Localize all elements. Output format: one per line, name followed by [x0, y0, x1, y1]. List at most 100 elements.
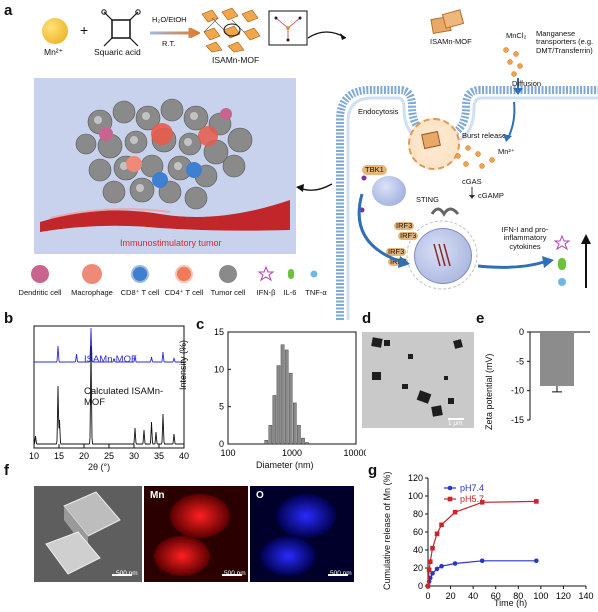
isamn-mof-lattice [201, 7, 261, 53]
cgamp-label: cGAMP [478, 191, 504, 200]
release-point [479, 500, 485, 505]
eds-mn-signal [144, 486, 248, 582]
mn-ions-diffusing [503, 47, 523, 95]
panel-label-g: g [368, 462, 378, 479]
mof-unit-inset [268, 10, 308, 46]
zeta-bar [540, 332, 574, 386]
rt-label: R.T. [162, 39, 176, 48]
release-point [426, 567, 432, 573]
xrd-xtick-label: 15 [54, 451, 64, 461]
release-series-line [427, 560, 537, 587]
dls-ytick-label: 15 [214, 327, 224, 337]
endocytosis-label: Endocytosis [358, 107, 399, 116]
xrd-label-measured: ISAMn-MOF [84, 354, 137, 365]
release-xtick-label: 20 [446, 591, 456, 601]
zeta-chart: 0 -5 -10 -15 [511, 327, 590, 425]
xrd-series-measured [34, 327, 184, 363]
release-point [479, 558, 485, 564]
panel-label-d: d [362, 310, 372, 327]
curved-arrow-to-cell [307, 31, 347, 40]
legend-il6: IL-6 [283, 288, 297, 297]
xrd-xlabel: 2θ (°) [88, 462, 111, 472]
xrd-xtick-label: 10 [29, 451, 39, 461]
release-ytick-label: 80 [413, 509, 423, 519]
irf3-label-1: IRF3 [394, 221, 415, 231]
release-legend-label: pH5.7 [460, 494, 484, 504]
mn-ion-label: Mn²⁺ [44, 47, 64, 57]
zeta-ytick-label: -5 [516, 356, 524, 366]
xrd-xtick-label: 25 [104, 451, 114, 461]
release-xtick-label: 100 [533, 591, 548, 601]
release-xlabel: Time (h) [494, 598, 528, 608]
tem-scale-label: 1 μm [448, 420, 463, 427]
eds-o-label: O [256, 490, 264, 501]
release-series-line [427, 500, 537, 587]
dls-chart: 0 5 10 15 100 1000 10000 [214, 327, 366, 458]
dls-bar [276, 365, 281, 445]
eds-o-signal [250, 486, 354, 582]
eds-mn-map [144, 486, 248, 582]
legend-cd4-t-cell: CD4⁺ T cell [164, 288, 204, 297]
dls-xtick-label: 10000 [343, 448, 366, 458]
cgas-label: cGAS [462, 177, 482, 186]
release-legend-marker [447, 496, 453, 502]
isamn-mof-label: ISAMn-MOF [212, 55, 260, 65]
xrd-xtick-label: 30 [129, 451, 139, 461]
release-ytick-label: 20 [413, 563, 423, 573]
release-point [439, 563, 444, 569]
zeta-ytick-label: -10 [511, 386, 524, 396]
synthesis-arrow [150, 28, 200, 38]
release-point [427, 559, 433, 564]
mn2plus-label: Mn²⁺ [498, 147, 515, 156]
eds-mn-scale: 500 nm [224, 570, 246, 577]
release-point [534, 558, 539, 564]
dls-bar [301, 437, 305, 445]
eds-o-scale: 500 nm [330, 570, 352, 577]
burst-release-label: Burst release [462, 131, 507, 140]
mncl2-label: MnCl₂ [506, 31, 527, 40]
xrd-xtick-label: 40 [179, 451, 189, 461]
release-point [425, 583, 431, 589]
legend-cd8-t-cell: CD8⁺ T cell [120, 288, 160, 297]
release-legend-label: pH7.4 [460, 483, 484, 493]
dls-bar [288, 372, 293, 445]
irf3-label-2: IRF3 [398, 231, 419, 241]
legend-tnf-alpha: TNF-α [305, 288, 327, 297]
tumor-label: Immunostimulatory tumor [120, 238, 222, 248]
release-xtick-label: 0 [425, 591, 430, 601]
panel-label-a: a [4, 2, 13, 19]
plus-sign: + [80, 22, 89, 38]
dls-bar [284, 349, 289, 445]
sem-scale-label: 500 nm [116, 570, 138, 577]
legend-dendritic-cell: Dendritic cell [18, 288, 62, 297]
dls-ytick-label: 5 [219, 402, 224, 412]
panel-label-b: b [4, 310, 14, 327]
dls-ytick-label: 0 [219, 439, 224, 449]
dls-xtick-label: 100 [220, 448, 235, 458]
release-chart: 0 20 40 60 80 100 120 0 20 40 60 80 100 120 140 pH7.4p… [408, 473, 594, 601]
dls-bar [305, 442, 309, 445]
dls-bar [297, 425, 301, 445]
zeta-ylabel: Zeta potential (mV) [484, 353, 494, 430]
release-xtick-label: 140 [578, 591, 593, 601]
eds-mn-label: Mn [150, 490, 165, 501]
signaling-arrows [357, 193, 554, 269]
release-xtick-label: 40 [468, 591, 478, 601]
zeta-ytick-label: -15 [511, 415, 524, 425]
tumor-cells-cluster [40, 98, 290, 232]
xrd-series-calculated [33, 345, 184, 445]
tbk1-label: TBK1 [362, 165, 387, 176]
release-ytick-label: 60 [413, 527, 423, 537]
eds-o-map [250, 486, 354, 582]
zeta-ytick-label: 0 [519, 327, 524, 337]
diffusion-arrow [503, 101, 516, 142]
release-point [430, 545, 435, 551]
dls-bar [280, 344, 285, 445]
panel-label-f: f [4, 462, 9, 479]
isamn-mof-top-label: ISAMn-MOF [430, 37, 472, 46]
sem-crystals [45, 491, 132, 576]
release-point [434, 531, 440, 537]
squaric-acid-structure [101, 9, 141, 47]
released-mn-ions [455, 145, 495, 169]
squaric-acid-label: Squaric acid [94, 47, 141, 57]
